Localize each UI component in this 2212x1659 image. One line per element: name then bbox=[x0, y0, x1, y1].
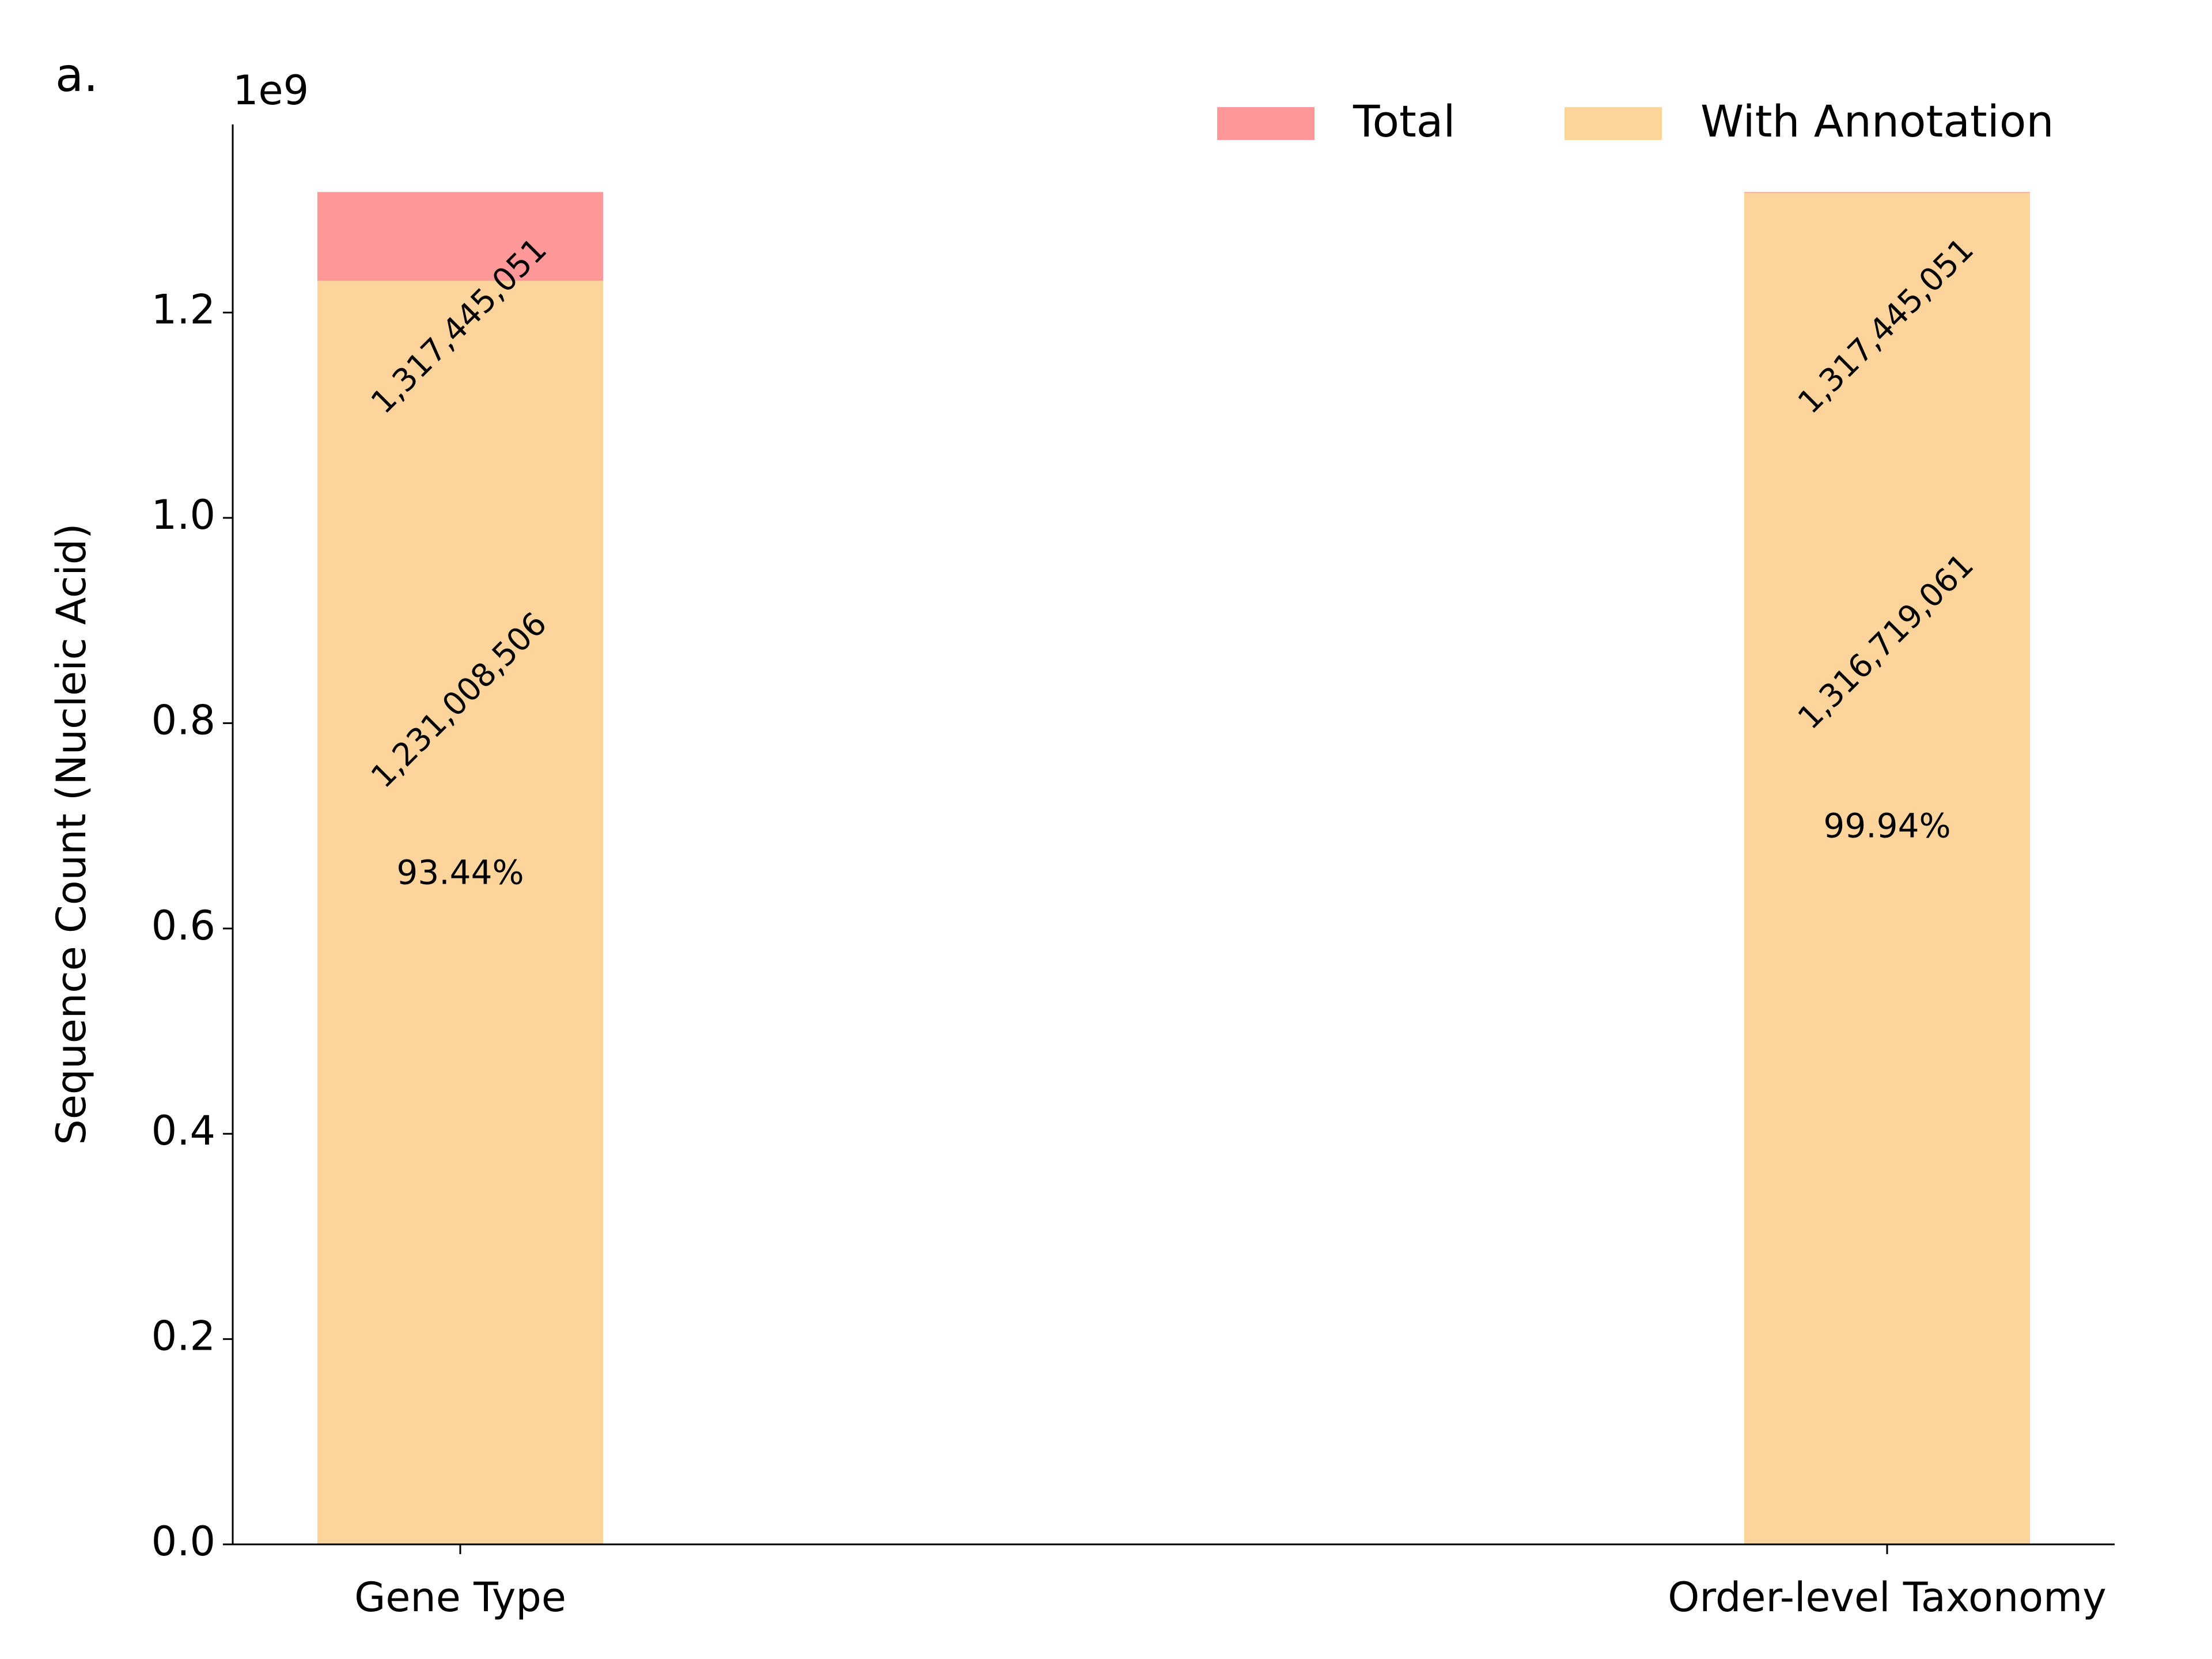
y-tick-label: 0.8 bbox=[151, 696, 215, 744]
bar bbox=[1744, 192, 2030, 1545]
legend-swatch bbox=[1565, 107, 1662, 140]
percent-label: 99.94% bbox=[1823, 806, 1950, 846]
legend-label: With Annotation bbox=[1700, 96, 2054, 147]
x-tick-label: Gene Type bbox=[354, 1574, 566, 1621]
bar bbox=[317, 281, 603, 1545]
percent-label: 93.44% bbox=[396, 853, 524, 892]
legend-label: Total bbox=[1353, 96, 1456, 147]
y-offset-label: 1e9 bbox=[233, 67, 309, 114]
y-tick-label: 0.4 bbox=[151, 1107, 215, 1154]
y-tick-label: 0.6 bbox=[151, 902, 215, 949]
panel-label: a. bbox=[55, 48, 98, 102]
y-axis-label: Sequence Count (Nucleic Acid) bbox=[48, 523, 95, 1145]
legend-swatch bbox=[1217, 107, 1315, 140]
y-tick-label: 0.2 bbox=[151, 1313, 215, 1360]
y-tick-label: 1.2 bbox=[151, 286, 215, 334]
y-tick-label: 0.0 bbox=[151, 1518, 215, 1565]
y-tick-label: 1.0 bbox=[151, 491, 215, 539]
x-tick-label: Order-level Taxonomy bbox=[1668, 1574, 2106, 1621]
